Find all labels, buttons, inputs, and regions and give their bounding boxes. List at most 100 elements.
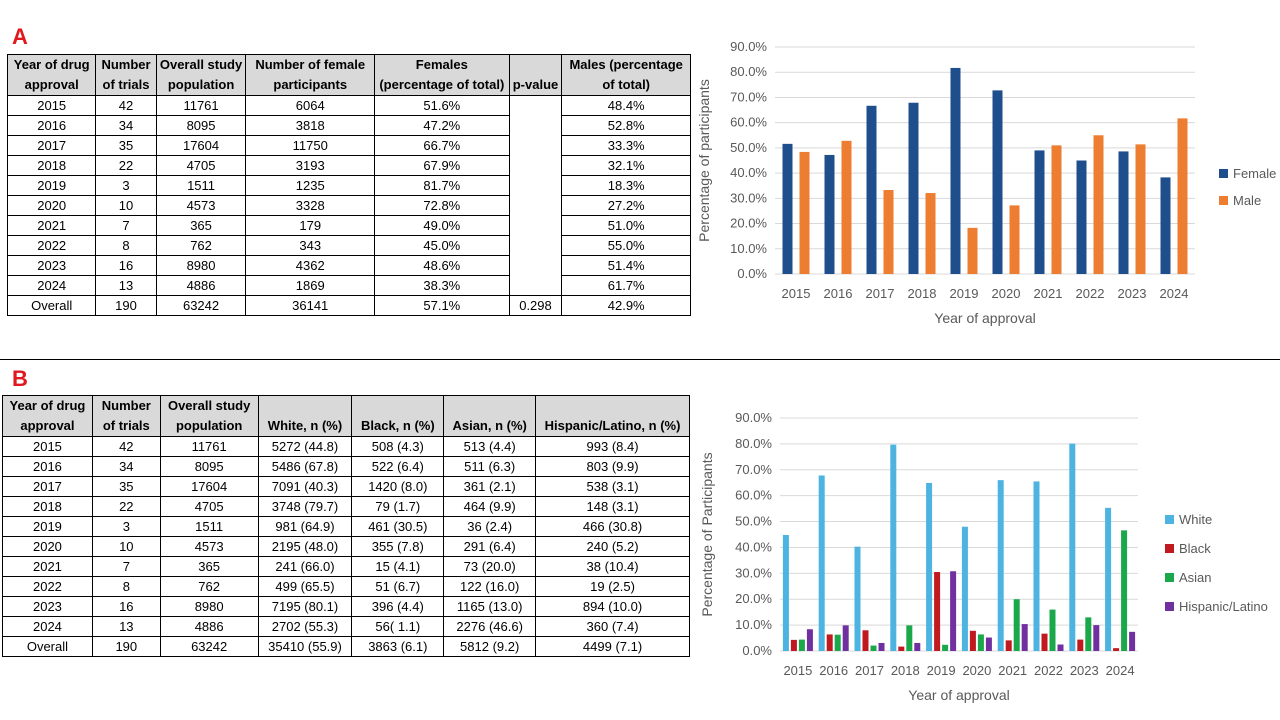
- table-cell: 2020: [2, 536, 93, 557]
- table-cell: 66.7%: [374, 135, 510, 156]
- table-cell: 8980: [159, 596, 259, 617]
- table-cell: 2702 (55.3): [257, 616, 353, 637]
- bar-black-2018: [898, 646, 905, 651]
- bar-female-2019: [950, 67, 961, 274]
- table-cell: [508, 95, 563, 296]
- bar-black-2015: [790, 639, 797, 651]
- bar-male-2018: [925, 193, 936, 274]
- table-cell: 241 (66.0): [257, 556, 353, 577]
- table-row: 2015 42 11761 5272 (44.8) 508 (4.3) 513 (4.4)…: [2, 436, 690, 457]
- table-cell: 291 (6.4): [443, 536, 537, 557]
- table-cell: 8: [91, 576, 161, 597]
- table-row: 2017 35 17604 7091 (40.3) 1420 (8.0) 361 (2.1…: [2, 476, 690, 497]
- y-tick-label: 0.0%: [737, 266, 767, 281]
- table-cell: 6064: [245, 95, 376, 116]
- y-tick-label: 70.0%: [730, 89, 767, 104]
- bar-hispanic-latino-2015: [806, 629, 813, 651]
- table-cell: 38 (10.4): [535, 556, 690, 577]
- table-cell: 0.298: [508, 295, 563, 316]
- table-cell: 19 (2.5): [535, 576, 690, 597]
- x-tick-label: 2021: [998, 663, 1027, 678]
- table-cell: 538 (3.1): [535, 476, 690, 497]
- table-cell: 22: [91, 496, 161, 517]
- table-row: 2018 22 4705 3193 67.9% 32.1%: [6, 155, 691, 176]
- y-tick-label: 10.0%: [735, 617, 772, 632]
- table-cell: 27.2%: [561, 195, 691, 216]
- table-cell: 2016: [6, 115, 97, 136]
- table-cell: 42.9%: [561, 295, 691, 316]
- x-tick-label: 2024: [1160, 286, 1189, 301]
- legend-swatch: [1165, 544, 1174, 553]
- table-cell: 2017: [2, 476, 93, 497]
- table-row: 2022 8 762 499 (65.5) 51 (6.7) 122 (16.0) 19 (…: [2, 576, 690, 597]
- bar-white-2021: [997, 480, 1004, 651]
- table-cell: 4499 (7.1): [535, 636, 690, 657]
- table-cell: 42: [95, 95, 157, 116]
- y-tick-label: 50.0%: [735, 514, 772, 529]
- bar-asian-2015: [798, 639, 805, 651]
- x-tick-label: 2022: [1076, 286, 1105, 301]
- bar-hispanic-latino-2024: [1129, 631, 1136, 651]
- table-cell: 48.4%: [561, 95, 691, 116]
- table-cell: 1511: [159, 516, 259, 537]
- table-cell: 18.3%: [561, 175, 691, 196]
- table-row: 2024 13 4886 1869 38.3% 61.7%: [6, 275, 691, 296]
- y-tick-label: 70.0%: [735, 462, 772, 477]
- table-cell: 190: [95, 295, 157, 316]
- legend-label: Male: [1233, 193, 1261, 208]
- bar-hispanic-latino-2018: [914, 642, 921, 651]
- table-cell: 56( 1.1): [351, 616, 445, 637]
- table-cell: 3328: [245, 195, 376, 216]
- table-cell: 33.3%: [561, 135, 691, 156]
- female-male-table: Year of drug approval Number of trials Ove…: [6, 54, 691, 316]
- table-cell: 762: [155, 235, 247, 256]
- bar-black-2021: [1005, 640, 1012, 651]
- table-cell: 10: [91, 536, 161, 557]
- bar-black-2023: [1077, 639, 1084, 651]
- panel-b-label: B: [12, 366, 28, 391]
- bar-asian-2020: [977, 634, 984, 651]
- table-cell: 8: [95, 235, 157, 256]
- bar-male-2016: [841, 140, 852, 274]
- table-row: 2020 10 4573 2195 (48.0) 355 (7.8) 291 (6.4) 2…: [2, 536, 690, 557]
- bar-hispanic-latino-2017: [878, 642, 885, 651]
- bar-hispanic-latino-2022: [1057, 644, 1064, 651]
- table-row: Overall 190 63242 35410 (55.9) 3863 (6.1) 581…: [2, 636, 690, 657]
- bar-black-2017: [862, 630, 869, 651]
- x-tick-label: 2016: [824, 286, 853, 301]
- table-cell: 4886: [159, 616, 259, 637]
- table-row: 2018 22 4705 3748 (79.7) 79 (1.7) 464 (9.9) 14…: [2, 496, 690, 517]
- bar-black-2016: [826, 634, 833, 651]
- bar-white-2016: [818, 475, 825, 651]
- table-cell: 51.6%: [374, 95, 510, 116]
- table-cell: 4573: [155, 195, 247, 216]
- table-cell: 17604: [159, 476, 259, 497]
- table-cell: 2022: [2, 576, 93, 597]
- table-cell: 365: [155, 215, 247, 236]
- table-cell: 15 (4.1): [351, 556, 445, 577]
- table-cell: 2024: [6, 275, 97, 296]
- table-cell: 2015: [6, 95, 97, 116]
- table-cell: 2023: [6, 255, 97, 276]
- table-cell: 3: [91, 516, 161, 537]
- table-cell: 993 (8.4): [535, 436, 690, 457]
- header-white: White, n (%): [257, 395, 353, 437]
- table-cell: 48.6%: [374, 255, 510, 276]
- header-trials: Number of trials: [91, 395, 161, 437]
- table-cell: 190: [91, 636, 161, 657]
- table-cell: Overall: [6, 295, 97, 316]
- y-tick-label: 80.0%: [735, 436, 772, 451]
- table-cell: 2195 (48.0): [257, 536, 353, 557]
- table-cell: 5486 (67.8): [257, 456, 353, 477]
- table-cell: 51 (6.7): [351, 576, 445, 597]
- table-cell: 42: [91, 436, 161, 457]
- table-row: 2023 16 8980 4362 48.6% 51.4%: [6, 255, 691, 276]
- y-tick-label: 90.0%: [735, 410, 772, 425]
- bar-female-2024: [1160, 177, 1171, 274]
- y-tick-label: 80.0%: [730, 64, 767, 79]
- table-cell: 63242: [155, 295, 247, 316]
- table-cell: 36141: [245, 295, 376, 316]
- table-cell: 11761: [159, 436, 259, 457]
- table-cell: 7195 (80.1): [257, 596, 353, 617]
- bar-male-2020: [1009, 205, 1020, 274]
